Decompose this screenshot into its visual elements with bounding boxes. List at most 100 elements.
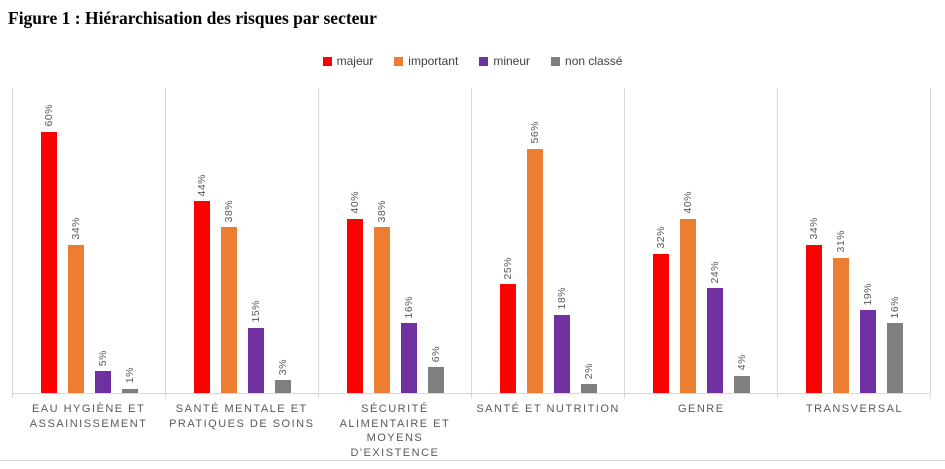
bars-row: 25% 56% 18% 2% — [472, 88, 624, 393]
bar-important — [220, 227, 237, 393]
bar-mineur — [553, 314, 570, 393]
bar-column: 60% — [40, 88, 57, 393]
bar-column: 40% — [346, 88, 363, 393]
category-group: 32% 40% 24% 4% — [624, 88, 777, 398]
bar-column: 38% — [220, 88, 237, 393]
bar-value-label: 40% — [348, 191, 361, 214]
bar-non-classé — [427, 366, 444, 393]
category-label: SÉCURITÉ ALIMENTAIRE ET MOYENS D'EXISTEN… — [339, 403, 451, 459]
bar-non-classé — [733, 375, 750, 393]
legend-swatch-icon — [479, 56, 489, 66]
bar-column: 2% — [580, 88, 597, 393]
bar-column: 4% — [733, 88, 750, 393]
bar-column: 5% — [94, 88, 111, 393]
bar-value-label: 34% — [69, 217, 82, 240]
bar-column: 1% — [121, 88, 138, 393]
bar-column: 18% — [553, 88, 570, 393]
category-label: TRANSVERSAL — [805, 403, 904, 415]
bar-majeur — [652, 253, 669, 393]
category-group: 34% 31% 19% 16% — [777, 88, 931, 398]
bar-value-label: 16% — [888, 295, 901, 319]
bar-column: 16% — [400, 88, 417, 393]
bar-majeur — [805, 244, 822, 393]
bar-non-classé — [121, 388, 138, 393]
bar-column: 19% — [859, 88, 876, 393]
legend-swatch-icon — [394, 56, 404, 66]
bar-majeur — [193, 201, 210, 393]
bar-value-label: 6% — [429, 345, 442, 362]
bar-column: 32% — [652, 88, 669, 393]
legend-item-mineur: mineur — [479, 54, 530, 68]
legend-item-important: important — [394, 54, 458, 68]
bar-non-classé — [274, 379, 291, 393]
bar-value-label: 1% — [123, 367, 136, 384]
bar-value-label: 18% — [555, 287, 568, 310]
bar-value-label: 25% — [501, 256, 514, 280]
bar-mineur — [859, 310, 876, 393]
bar-value-label: 40% — [681, 191, 694, 214]
x-axis-line — [12, 393, 931, 394]
category-label: SANTÉ ET NUTRITION — [476, 403, 620, 415]
chart-legend: majeur important mineur non classé — [0, 54, 945, 68]
bar-important — [373, 227, 390, 393]
bar-value-label: 38% — [375, 199, 388, 223]
bars-row: 40% 38% 16% 6% — [319, 88, 471, 393]
bars-row: 60% 34% 5% 1% — [13, 88, 165, 393]
bar-value-label: 38% — [222, 199, 235, 223]
bar-column: 38% — [373, 88, 390, 393]
bar-value-label: 31% — [834, 230, 847, 253]
legend-label: important — [408, 54, 459, 68]
bar-value-label: 32% — [654, 226, 667, 249]
bar-column: 34% — [805, 88, 822, 393]
bar-important — [67, 244, 84, 393]
bar-mineur — [706, 288, 723, 393]
bar-value-label: 56% — [528, 121, 541, 144]
bar-value-label: 4% — [735, 354, 748, 371]
legend-item-non-classé: non classé — [551, 54, 622, 68]
bar-value-label: 44% — [195, 173, 208, 197]
bar-column: 40% — [679, 88, 696, 393]
bar-column: 34% — [67, 88, 84, 393]
bar-important — [679, 218, 696, 393]
plot-area: 60% 34% 5% 1% 44% 38% 15% 3% 40% 38% 16% 6% 25% 56% 18… — [12, 88, 931, 398]
bar-majeur — [499, 284, 516, 393]
bar-mineur — [94, 371, 111, 393]
legend-swatch-icon — [322, 56, 332, 66]
bar-column: 24% — [706, 88, 723, 393]
bars-row: 44% 38% 15% 3% — [166, 88, 318, 393]
bar-mineur — [400, 323, 417, 393]
legend-swatch-icon — [551, 56, 561, 66]
legend-label: non classé — [565, 54, 623, 68]
category-group: 40% 38% 16% 6% — [318, 88, 471, 398]
category-group: 44% 38% 15% 3% — [165, 88, 318, 398]
bar-value-label: 16% — [402, 295, 415, 319]
bar-important — [832, 257, 849, 393]
bar-column: 25% — [499, 88, 516, 393]
bar-majeur — [40, 131, 57, 393]
bar-mineur — [247, 327, 264, 393]
category-axis-labels: EAU HYGIÈNE ET ASSAINISSEMENT SANTÉ MENTA… — [12, 402, 931, 460]
legend-label: majeur — [336, 54, 374, 68]
legend-label: mineur — [493, 54, 531, 68]
category-group: 60% 34% 5% 1% — [12, 88, 165, 398]
bar-chart: 60% 34% 5% 1% 44% 38% 15% 3% 40% 38% 16% 6% 25% 56% 18… — [12, 88, 931, 460]
bars-row: 34% 31% 19% 16% — [778, 88, 930, 393]
bar-majeur — [346, 218, 363, 393]
bar-column: 44% — [193, 88, 210, 393]
bar-column: 16% — [886, 88, 903, 393]
bar-value-label: 19% — [861, 282, 874, 306]
category-label: GENRE — [677, 403, 725, 415]
bar-column: 31% — [832, 88, 849, 393]
bar-value-label: 5% — [96, 350, 109, 367]
bar-important — [526, 149, 543, 393]
category-label: SANTÉ MENTALE ET PRATIQUES DE SOINS — [169, 403, 315, 430]
bar-value-label: 34% — [807, 217, 820, 240]
bar-column: 56% — [526, 88, 543, 393]
bars-row: 32% 40% 24% 4% — [625, 88, 777, 393]
category-label: EAU HYGIÈNE ET ASSAINISSEMENT — [29, 403, 148, 430]
bar-non-classé — [886, 323, 903, 393]
legend-item-majeur: majeur — [322, 54, 374, 68]
figure-title: Figure 1 : Hiérarchisation des risques p… — [8, 8, 377, 28]
bar-column: 6% — [427, 88, 444, 393]
bar-column: 15% — [247, 88, 264, 393]
